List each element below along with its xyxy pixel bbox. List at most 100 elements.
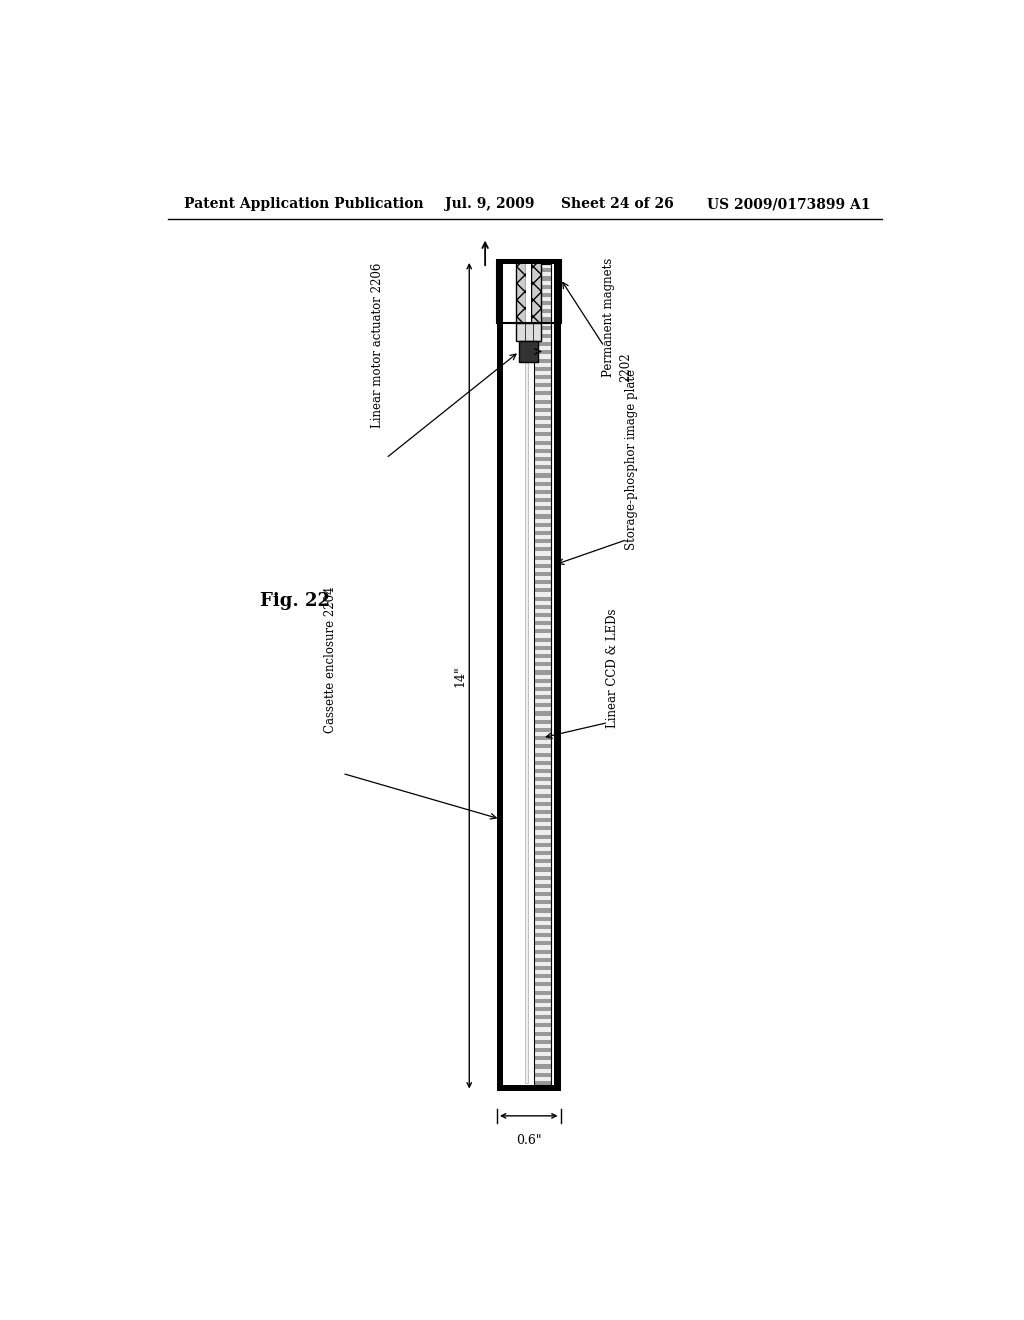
Bar xyxy=(534,350,551,354)
Text: Linear CCD & LEDs: Linear CCD & LEDs xyxy=(605,609,618,727)
Bar xyxy=(534,871,551,875)
Bar xyxy=(534,785,551,789)
Bar xyxy=(534,937,551,941)
Bar xyxy=(534,678,551,682)
Bar xyxy=(534,334,551,338)
Bar xyxy=(534,875,551,879)
Bar xyxy=(534,309,551,313)
Bar xyxy=(534,810,551,814)
Bar xyxy=(534,502,551,507)
Bar xyxy=(534,900,551,904)
Bar xyxy=(534,774,551,777)
Bar xyxy=(534,383,551,387)
Bar xyxy=(534,420,551,424)
Bar xyxy=(534,855,551,859)
Text: Linear motor actuator 2206: Linear motor actuator 2206 xyxy=(372,263,384,428)
Bar xyxy=(534,330,551,334)
Bar xyxy=(534,285,551,289)
Text: Jul. 9, 2009: Jul. 9, 2009 xyxy=(445,197,535,211)
Bar xyxy=(534,645,551,649)
Bar xyxy=(534,708,551,711)
Bar xyxy=(534,752,551,756)
Bar xyxy=(534,970,551,974)
Bar xyxy=(534,523,551,527)
Bar xyxy=(534,912,551,916)
Bar xyxy=(534,797,551,801)
Bar xyxy=(534,359,551,363)
Bar xyxy=(534,1052,551,1056)
Bar xyxy=(534,696,551,700)
Bar xyxy=(534,663,551,667)
Bar xyxy=(534,741,551,744)
Bar xyxy=(534,711,551,715)
Text: Fig. 22: Fig. 22 xyxy=(260,591,330,610)
Bar xyxy=(534,268,551,272)
Bar xyxy=(534,478,551,482)
Bar xyxy=(534,1056,551,1060)
Bar xyxy=(534,995,551,999)
Bar xyxy=(516,260,526,323)
Bar xyxy=(534,622,551,626)
Bar xyxy=(534,962,551,966)
Bar xyxy=(534,616,551,622)
Bar xyxy=(516,323,542,342)
Bar xyxy=(534,371,551,375)
Bar xyxy=(534,1077,551,1081)
Bar xyxy=(534,453,551,457)
Bar xyxy=(534,867,551,871)
Text: 14": 14" xyxy=(454,665,466,686)
Bar xyxy=(534,1003,551,1007)
Bar xyxy=(534,305,551,309)
Bar xyxy=(526,260,531,323)
Bar xyxy=(534,1019,551,1023)
Bar xyxy=(534,904,551,908)
Bar xyxy=(534,605,551,609)
Bar xyxy=(534,601,551,605)
Bar xyxy=(534,367,551,371)
Bar xyxy=(534,293,551,297)
Bar xyxy=(534,400,551,404)
Bar xyxy=(534,1068,551,1073)
Bar xyxy=(534,719,551,723)
Bar xyxy=(534,593,551,597)
Bar xyxy=(534,941,551,945)
Bar xyxy=(534,396,551,400)
Bar xyxy=(534,990,551,995)
Bar xyxy=(534,793,551,797)
Bar xyxy=(534,437,551,441)
Bar xyxy=(534,363,551,367)
Bar xyxy=(534,892,551,896)
Bar xyxy=(534,675,551,678)
Bar xyxy=(534,412,551,416)
Bar xyxy=(534,638,551,642)
Bar xyxy=(534,313,551,318)
Bar xyxy=(534,338,551,342)
Bar xyxy=(534,535,551,539)
Bar xyxy=(534,715,551,719)
Bar xyxy=(534,531,551,535)
Bar xyxy=(534,1032,551,1036)
Bar xyxy=(534,1023,551,1027)
Bar xyxy=(534,433,551,437)
Bar xyxy=(534,519,551,523)
Bar xyxy=(534,781,551,785)
Bar xyxy=(534,527,551,531)
Bar xyxy=(534,801,551,807)
Bar xyxy=(534,490,551,494)
Bar xyxy=(531,260,542,323)
Bar xyxy=(534,1060,551,1064)
Bar xyxy=(534,704,551,708)
Bar xyxy=(534,949,551,953)
Bar xyxy=(534,847,551,851)
Bar xyxy=(534,884,551,888)
Bar xyxy=(534,851,551,855)
Bar xyxy=(534,642,551,645)
Bar xyxy=(534,539,551,544)
Bar xyxy=(534,342,551,346)
Text: Storage-phosphor image plate: Storage-phosphor image plate xyxy=(626,368,638,549)
Bar xyxy=(534,921,551,925)
Bar xyxy=(534,978,551,982)
Bar xyxy=(534,560,551,564)
Bar xyxy=(534,888,551,892)
Bar xyxy=(534,777,551,781)
